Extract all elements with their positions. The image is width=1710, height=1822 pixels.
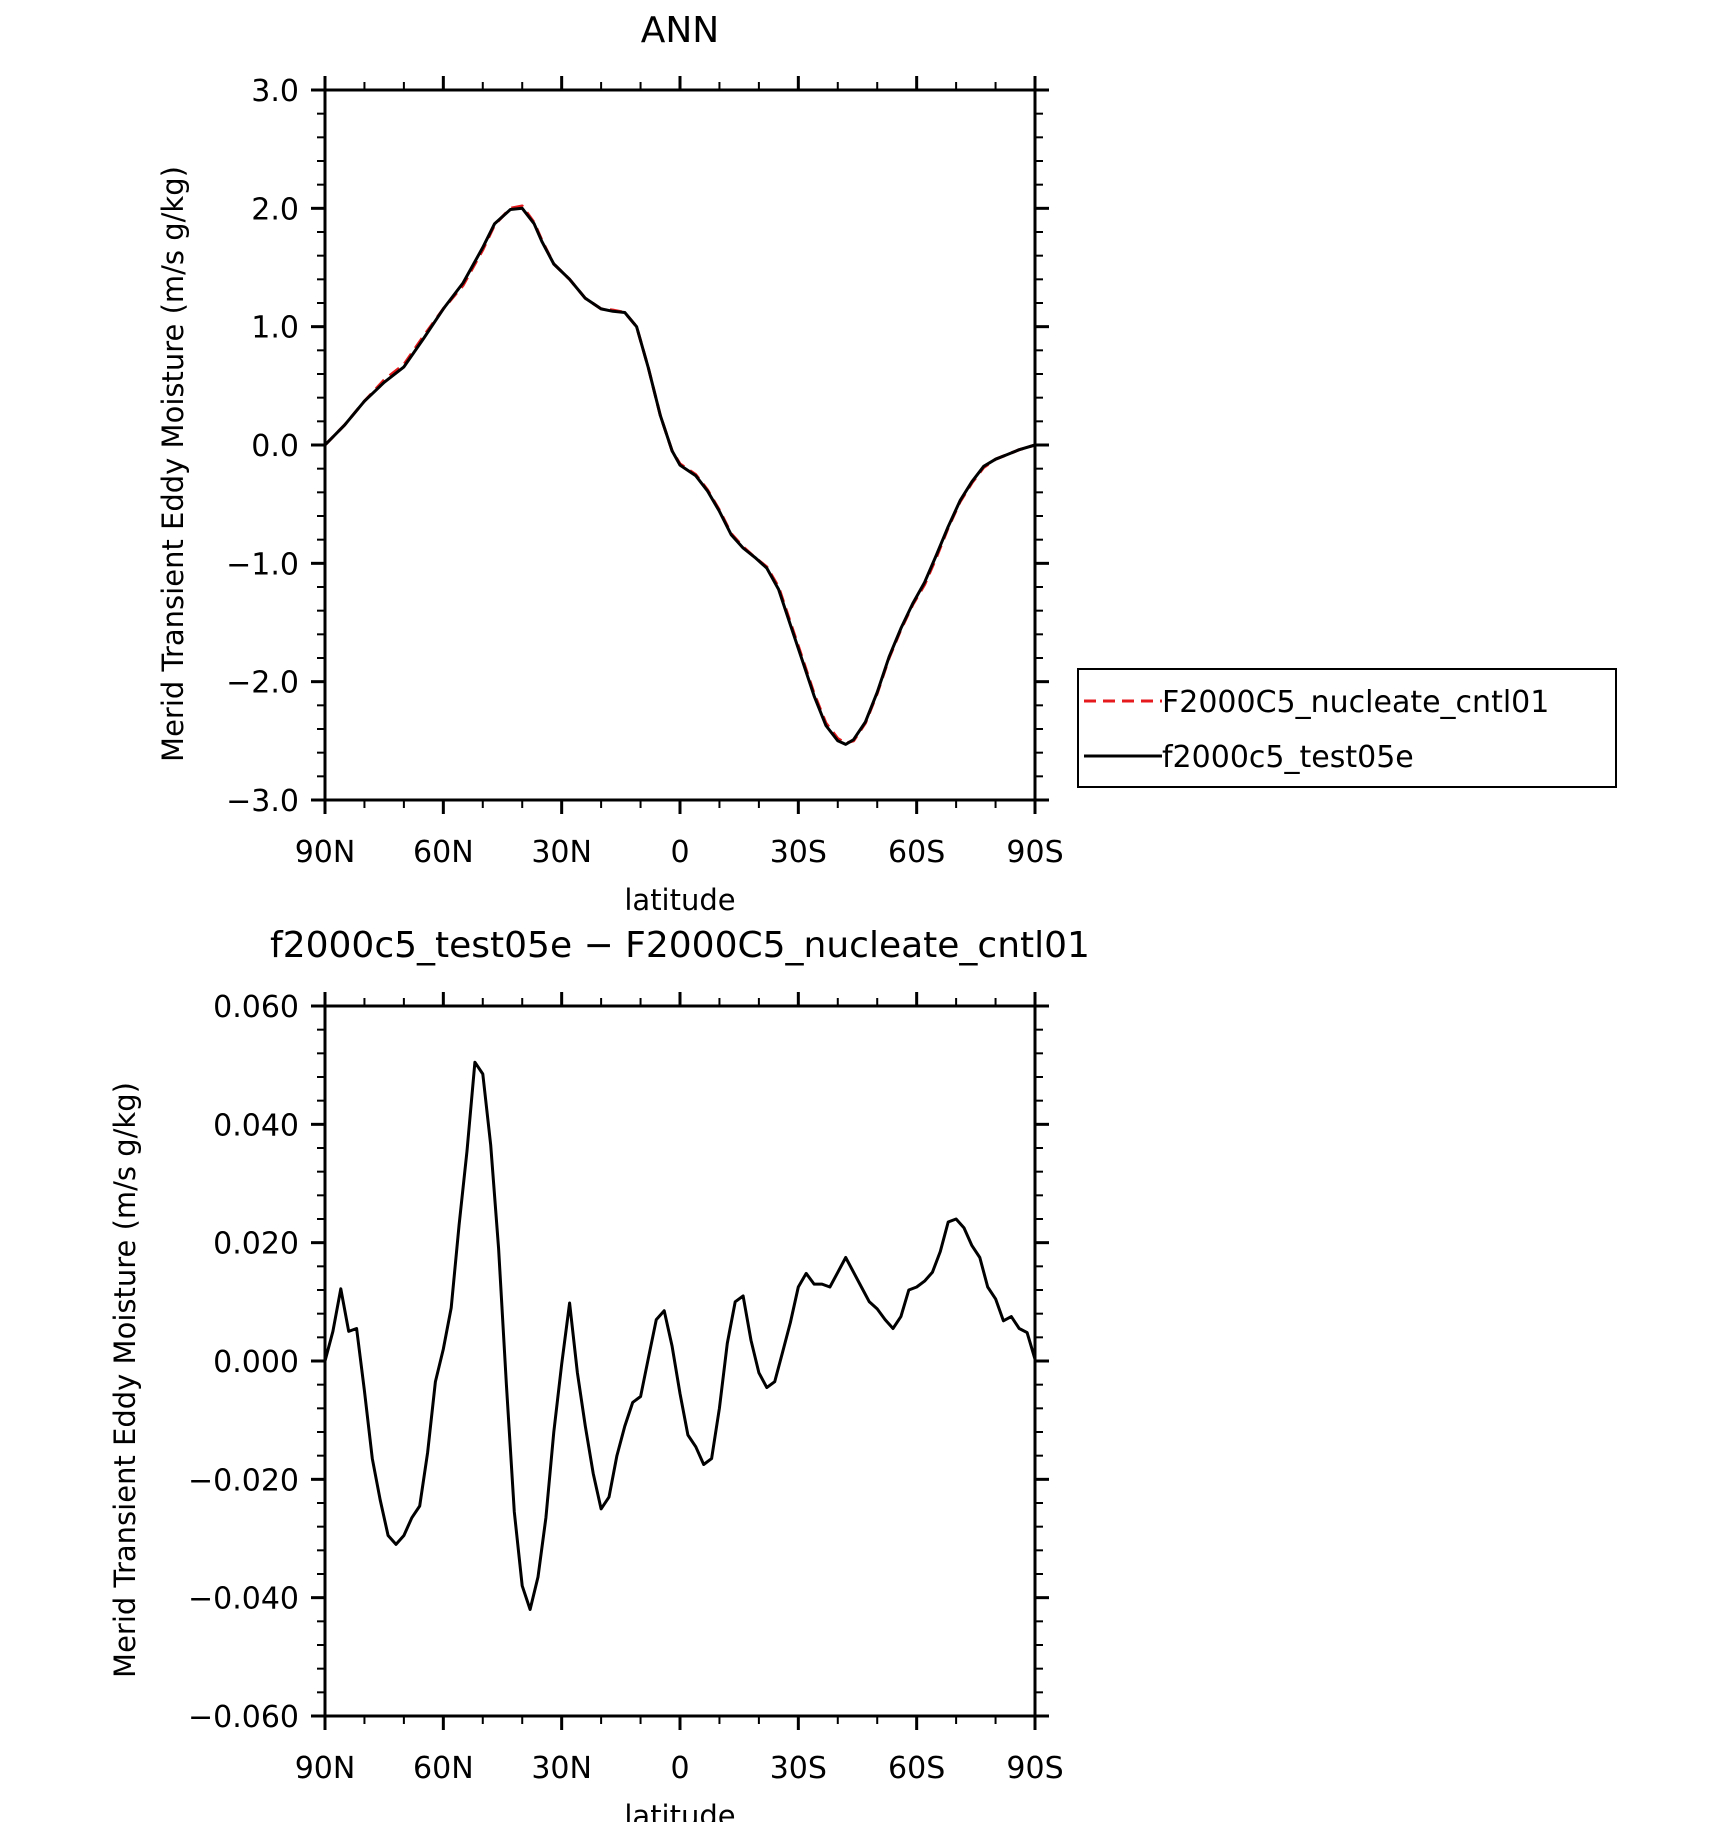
top-y-tick-label: −2.0 xyxy=(226,666,299,701)
bottom-x-tick-label: 30N xyxy=(531,1751,592,1786)
bottom-tick-labels: −0.060 −0.040 −0.020 0.000 0.020 0.040 0.060 90… xyxy=(188,990,1064,1786)
bottom-series-lines xyxy=(323,1060,1037,1611)
top-x-tick-label: 60N xyxy=(413,835,474,870)
top-series-line-1 xyxy=(323,206,1036,746)
legend-label-cntl01: F2000C5_nucleate_cntl01 xyxy=(1162,685,1549,720)
bottom-y-tick-label: 0.000 xyxy=(213,1345,299,1380)
bottom-chart-title: f2000c5_test05e − F2000C5_nucleate_cntl0… xyxy=(270,925,1090,966)
legend: F2000C5_nucleate_cntl01 f2000c5_test05e xyxy=(1077,668,1617,788)
bottom-y-tick-label: −0.020 xyxy=(188,1463,299,1498)
top-y-tick-label: −3.0 xyxy=(226,784,299,819)
top-y-tick-label: 2.0 xyxy=(251,192,299,227)
top-y-tick-label: 0.0 xyxy=(251,429,299,464)
bottom-x-tick-label: 90N xyxy=(295,1751,356,1786)
bottom-y-tick-label: 0.060 xyxy=(213,990,299,1025)
top-y-tick-label: 3.0 xyxy=(251,74,299,109)
bottom-y-tick-label: −0.040 xyxy=(188,1582,299,1617)
top-x-tick-label: 90S xyxy=(1006,835,1063,870)
bottom-series-line-0 xyxy=(323,1060,1037,1611)
bottom-axis-ticks xyxy=(311,992,1049,1730)
top-y-tick-label: −1.0 xyxy=(226,547,299,582)
legend-label-test05e: f2000c5_test05e xyxy=(1162,740,1414,775)
top-plot-frame xyxy=(323,88,1037,802)
bottom-y-axis-label: Merid Transient Eddy Moisture (m/s g/kg) xyxy=(108,1082,142,1678)
legend-box xyxy=(1077,668,1617,788)
top-tick-labels: −3.0 −2.0 −1.0 0.0 1.0 2.0 3.0 90N 60N 30N 0 30S 60S… xyxy=(226,74,1063,870)
top-series-lines xyxy=(323,204,1036,746)
bottom-y-tick-label: 0.040 xyxy=(213,1108,299,1143)
top-x-tick-label: 30N xyxy=(531,835,592,870)
bottom-y-tick-label: 0.020 xyxy=(213,1227,299,1262)
bottom-panel: f2000c5_test05e − F2000C5_nucleate_cntl0… xyxy=(108,925,1090,1822)
top-series-line-0 xyxy=(323,204,1036,745)
bottom-plot-frame xyxy=(323,1004,1037,1718)
top-x-tick-label: 30S xyxy=(770,835,827,870)
top-chart-title: ANN xyxy=(641,10,720,51)
bottom-x-tick-label: 60S xyxy=(888,1751,945,1786)
top-x-axis-label: latitude xyxy=(624,883,735,917)
bottom-x-tick-label: 60N xyxy=(413,1751,474,1786)
top-x-tick-label: 90N xyxy=(295,835,356,870)
bottom-x-tick-label: 90S xyxy=(1006,1751,1063,1786)
top-x-tick-label: 60S xyxy=(888,835,945,870)
bottom-y-tick-label: −0.060 xyxy=(188,1700,299,1735)
top-panel: ANN Merid Transient Eddy Moisture (m/s g… xyxy=(156,10,1064,917)
bottom-x-tick-label: 30S xyxy=(770,1751,827,1786)
top-x-tick-label: 0 xyxy=(670,835,689,870)
bottom-x-tick-label: 0 xyxy=(670,1751,689,1786)
top-y-axis-label: Merid Transient Eddy Moisture (m/s g/kg) xyxy=(156,166,190,762)
top-axis-ticks xyxy=(311,76,1049,814)
top-y-tick-label: 1.0 xyxy=(251,311,299,346)
bottom-x-axis-label: latitude xyxy=(624,1799,735,1822)
